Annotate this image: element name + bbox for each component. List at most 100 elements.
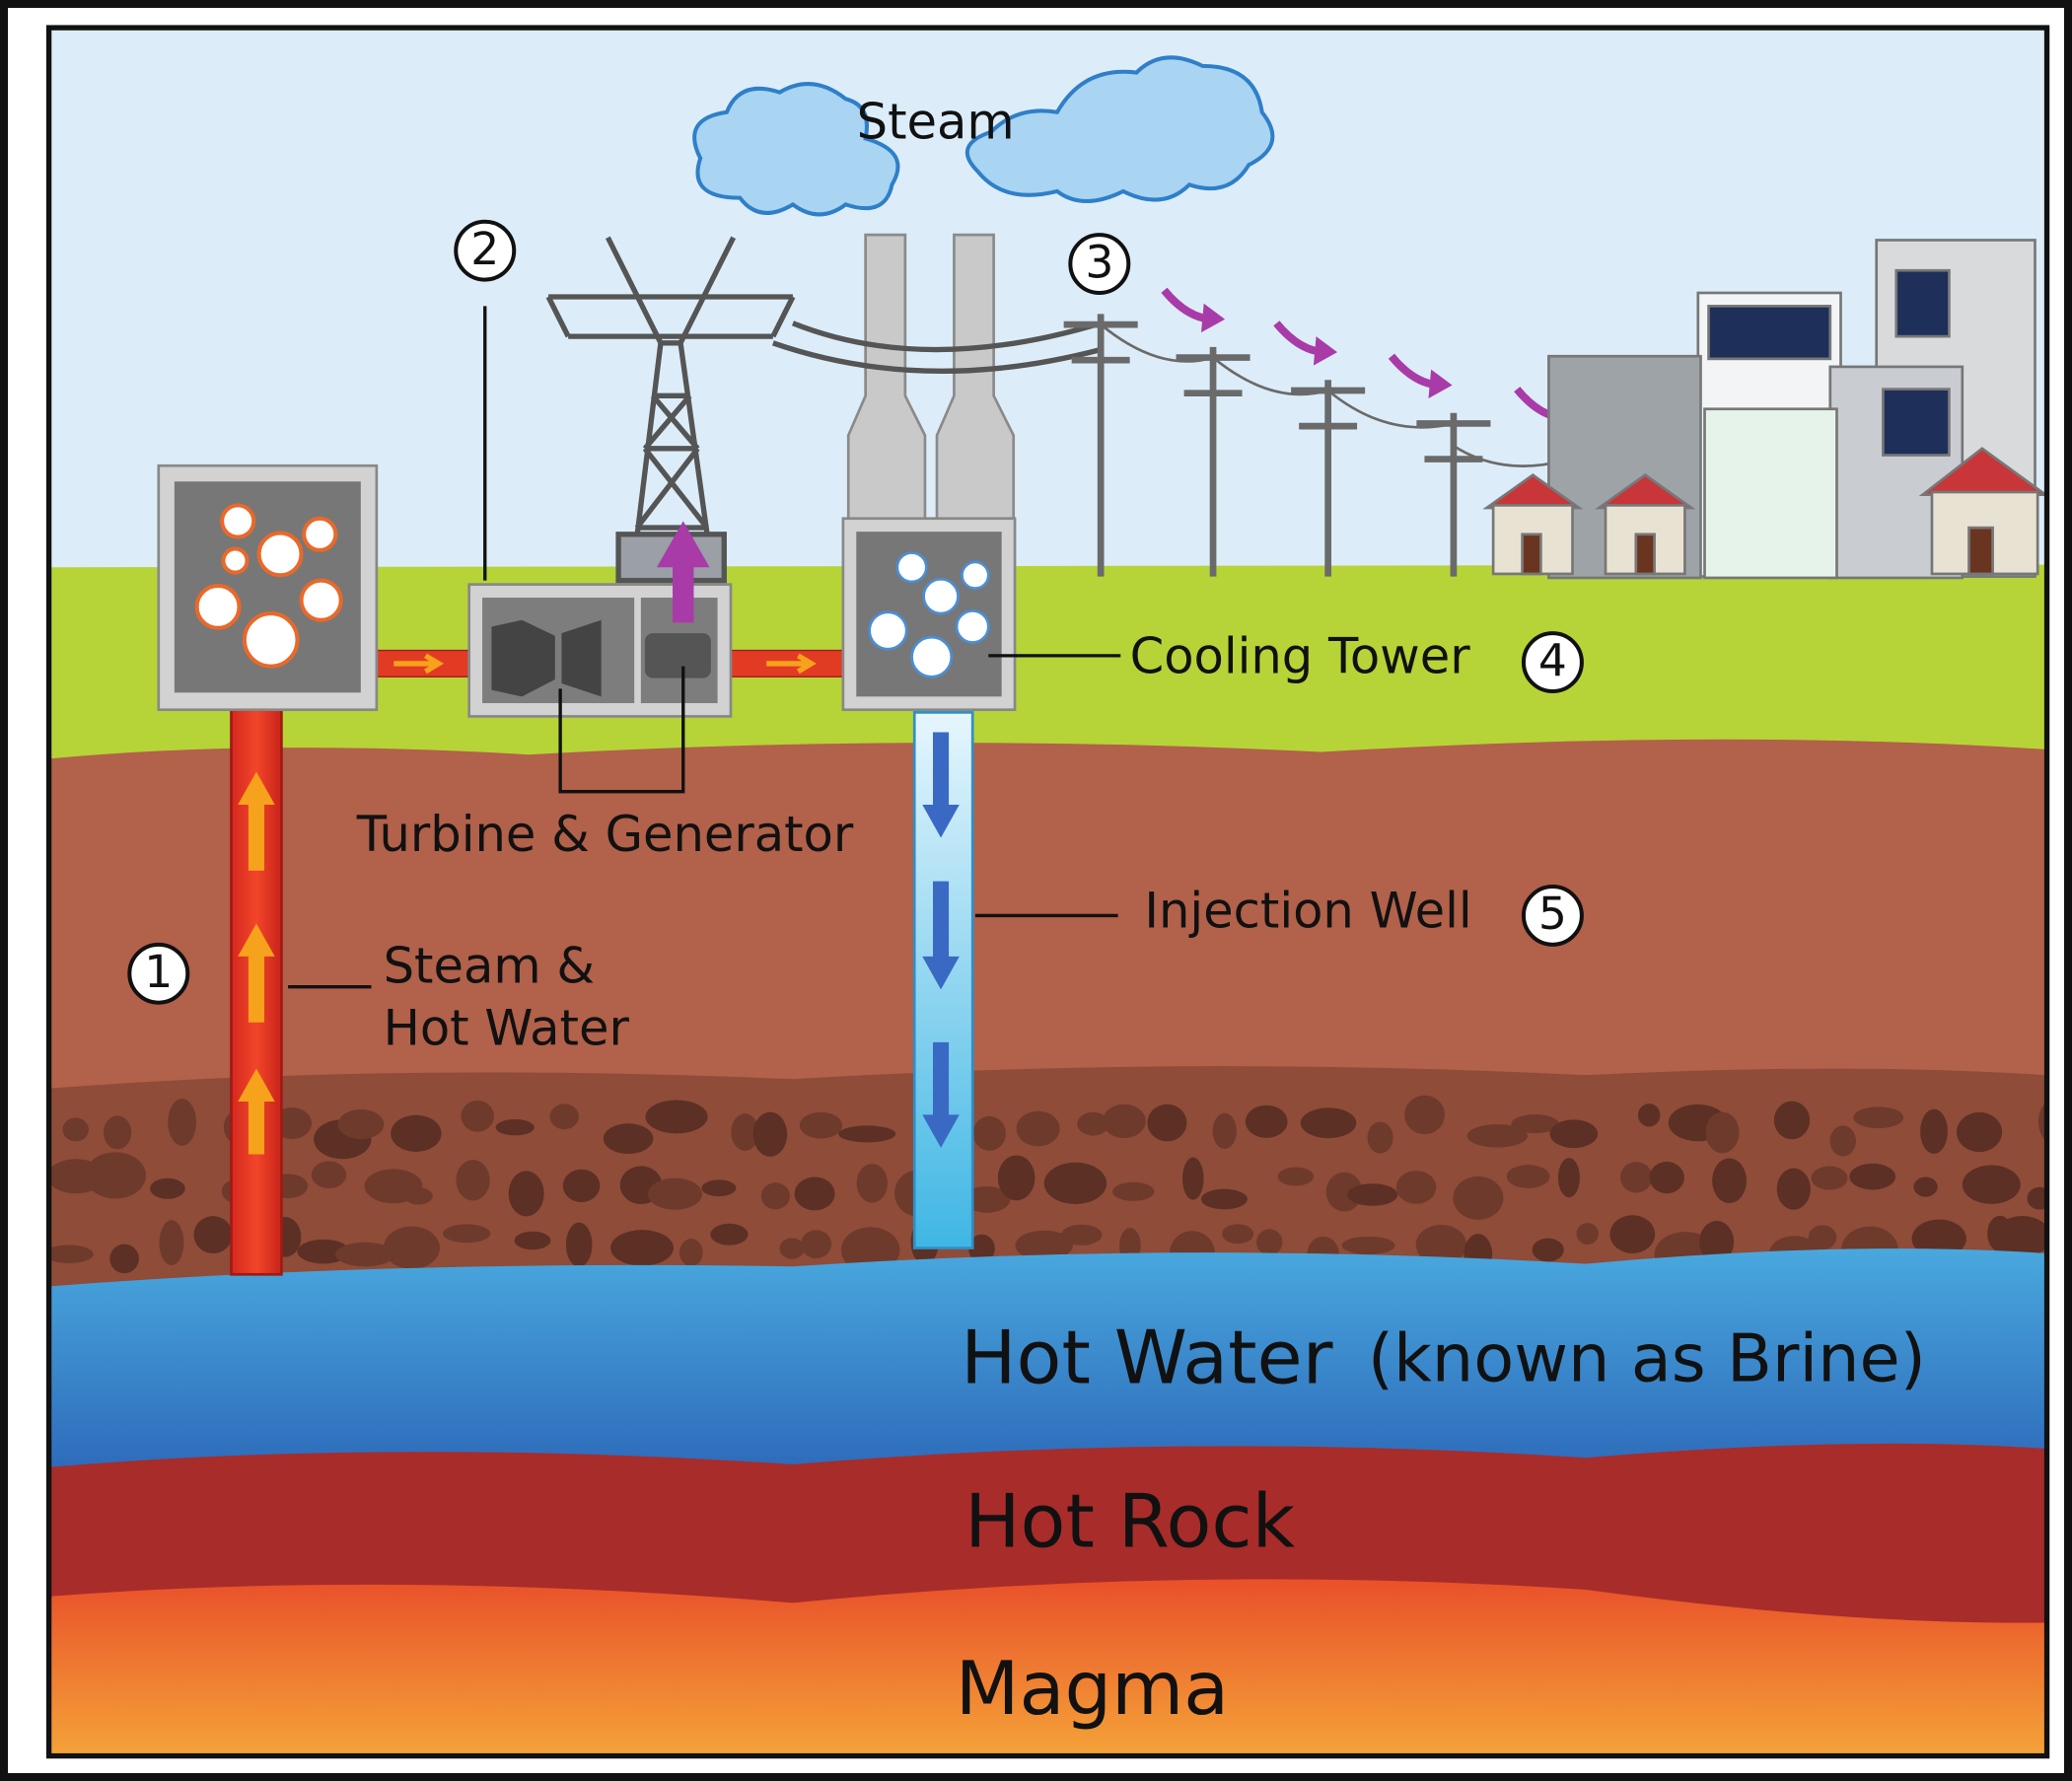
buildings	[1709, 306, 1830, 359]
stone	[1404, 1096, 1445, 1134]
stone	[1182, 1158, 1204, 1200]
stone	[1246, 1105, 1288, 1138]
separator-box	[259, 533, 302, 575]
separator-box	[222, 505, 253, 536]
stone	[1017, 1111, 1060, 1147]
step-number: 4	[1538, 634, 1567, 686]
stone	[1777, 1169, 1811, 1210]
stone	[1396, 1171, 1436, 1204]
stone	[550, 1104, 579, 1129]
step-label: Steam &	[384, 938, 595, 995]
stone	[1342, 1237, 1395, 1254]
cooling-tower-box	[897, 553, 926, 582]
stone	[1103, 1104, 1146, 1138]
step-label: Hot Water	[384, 1000, 630, 1057]
step-label: Cooling Tower	[1130, 627, 1471, 684]
cooling-tower-box	[957, 610, 988, 642]
stone	[1853, 1106, 1903, 1128]
stone	[857, 1164, 888, 1203]
stone	[1213, 1113, 1237, 1149]
stone	[1830, 1125, 1856, 1156]
soil	[50, 740, 2045, 1108]
buildings	[1636, 534, 1655, 574]
cooling-tower-box	[870, 612, 907, 649]
stone	[566, 1223, 593, 1267]
stone	[496, 1119, 535, 1135]
stone	[85, 1152, 146, 1198]
stone	[456, 1160, 489, 1200]
stone	[1222, 1224, 1253, 1244]
step-number: 2	[470, 223, 499, 275]
step-number: 3	[1085, 236, 1113, 288]
stone	[384, 1227, 440, 1269]
stone	[1112, 1182, 1155, 1201]
stone	[312, 1162, 346, 1189]
separator-box	[197, 586, 240, 628]
layer-note: (known as Brine)	[1368, 1320, 1926, 1397]
stone	[679, 1239, 703, 1266]
separator-box	[159, 465, 377, 709]
steam-label: Steam	[857, 94, 1015, 151]
stone	[63, 1117, 89, 1141]
stone	[753, 1112, 788, 1157]
stone	[648, 1178, 702, 1210]
stone	[1809, 1225, 1837, 1249]
separator-box	[223, 549, 247, 573]
stone	[1638, 1104, 1660, 1126]
stone	[1507, 1165, 1550, 1188]
step-label: Injection Well	[1144, 883, 1471, 940]
stone	[1550, 1119, 1599, 1148]
buildings	[1523, 534, 1541, 574]
stone	[1957, 1112, 2002, 1152]
stone	[1147, 1104, 1186, 1142]
stone	[109, 1245, 139, 1274]
buildings	[1883, 390, 1949, 456]
stone	[338, 1109, 385, 1139]
stone	[800, 1112, 842, 1139]
stone	[1649, 1162, 1683, 1193]
stone	[1256, 1229, 1282, 1255]
stone	[44, 1245, 94, 1263]
stone	[710, 1224, 748, 1246]
stone	[509, 1171, 544, 1216]
stone	[150, 1178, 185, 1199]
step-number: 5	[1538, 888, 1567, 940]
stone	[515, 1232, 551, 1250]
stone	[1812, 1167, 1848, 1190]
stone	[159, 1220, 183, 1265]
stone	[1301, 1107, 1356, 1138]
stone	[610, 1230, 674, 1265]
stone	[838, 1125, 895, 1142]
stone	[1705, 1112, 1739, 1154]
stone	[1558, 1158, 1580, 1197]
stone	[1061, 1225, 1102, 1246]
stone	[1368, 1122, 1393, 1154]
cooling-tower-box	[843, 519, 1015, 710]
stone	[645, 1101, 707, 1134]
separator-box	[302, 581, 341, 620]
separator-box	[245, 613, 298, 667]
cooling-tower-box	[912, 637, 952, 677]
stone	[1913, 1177, 1937, 1197]
stone	[1963, 1166, 2021, 1204]
stone	[795, 1177, 835, 1211]
stone	[1044, 1163, 1107, 1204]
stone	[563, 1170, 601, 1202]
cooling-tower-box	[962, 562, 988, 589]
stone	[391, 1115, 441, 1152]
cooling-tower-box	[924, 579, 959, 613]
stone	[1347, 1183, 1397, 1206]
stone	[1533, 1239, 1564, 1262]
stone	[998, 1156, 1036, 1201]
stone	[701, 1179, 736, 1196]
buildings	[1705, 409, 1837, 578]
turbine-box	[645, 633, 711, 677]
stone	[604, 1123, 654, 1154]
stone	[1201, 1189, 1248, 1210]
stone	[1774, 1102, 1810, 1140]
step-label: Turbine & Generator	[356, 806, 854, 863]
stone	[1920, 1109, 1948, 1154]
stone	[404, 1187, 433, 1204]
stone	[104, 1115, 131, 1149]
geothermal-diagram: Steam Steam & Hot Water Turbine & Genera…	[0, 0, 2072, 1781]
